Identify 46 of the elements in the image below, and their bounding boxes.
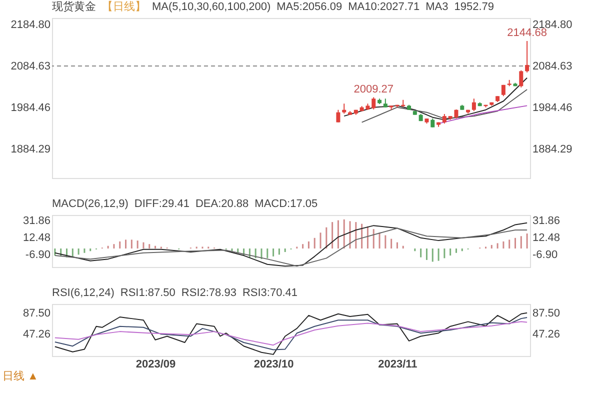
x-axis-title: 日线 ▲ (2, 370, 38, 382)
candlestick (472, 98, 476, 112)
text: DEA:20.88 (195, 198, 249, 210)
x-tick-label: 2023/11 (378, 358, 418, 370)
text: RSI2:78.93 (181, 287, 236, 299)
y-tick-label: 1984.46 (10, 102, 50, 114)
y2-tick-label: 87.50 (532, 308, 560, 320)
candlestick (372, 96, 376, 110)
candlestick (519, 70, 524, 88)
y-tick-label: 1884.29 (10, 144, 50, 156)
chart-title: 现货黄金 (52, 1, 96, 13)
y2-tick-label: 2084.63 (532, 60, 572, 72)
text: MACD(26,12,9) (52, 198, 128, 210)
text: RSI3:70.41 (242, 287, 298, 299)
annotation: 2009.27 (354, 83, 394, 96)
y-tick-label: 87.50 (22, 308, 50, 320)
y2-tick-label: 1984.46 (532, 102, 572, 114)
y-tick-label: -6.90 (25, 249, 50, 262)
text: RSI(6,12,24) (52, 287, 114, 299)
y-tick-label: 47.26 (22, 328, 50, 341)
text: MACD:17.05 (254, 198, 318, 210)
x-tick-label: 2023/09 (136, 358, 176, 370)
text: DIFF:29.41 (134, 198, 190, 210)
y2-tick-label: 1884.29 (532, 144, 572, 156)
annotation: 2144.68 (507, 26, 547, 39)
text: MA5:2056.09 (276, 1, 342, 13)
y-tick-label: 2084.63 (10, 60, 50, 72)
y2-tick-label: 47.26 (532, 328, 560, 341)
x-tick-label: 2023/10 (254, 358, 294, 370)
chart-subtitle: 【日线】 (102, 1, 146, 13)
text: 1952.79 (454, 1, 494, 13)
y2-tick-label: 12.48 (532, 232, 560, 244)
y-tick-label: 2184.80 (10, 18, 50, 31)
y2-tick-label: -6.90 (532, 249, 558, 262)
y2-tick-label: 31.86 (532, 214, 560, 227)
y-tick-label: 31.86 (22, 214, 50, 227)
y-tick-label: 12.48 (22, 232, 50, 244)
line-series (54, 321, 528, 346)
candlestick (442, 114, 446, 124)
text: MA3 (426, 1, 448, 13)
candlestick (342, 103, 346, 114)
text: RSI1:87.50 (120, 287, 176, 299)
text: MA10:2027.71 (348, 1, 420, 13)
candlestick (525, 40, 530, 73)
text: MA(5,10,30,60,100,200) (152, 1, 271, 13)
candlestick (336, 109, 340, 123)
